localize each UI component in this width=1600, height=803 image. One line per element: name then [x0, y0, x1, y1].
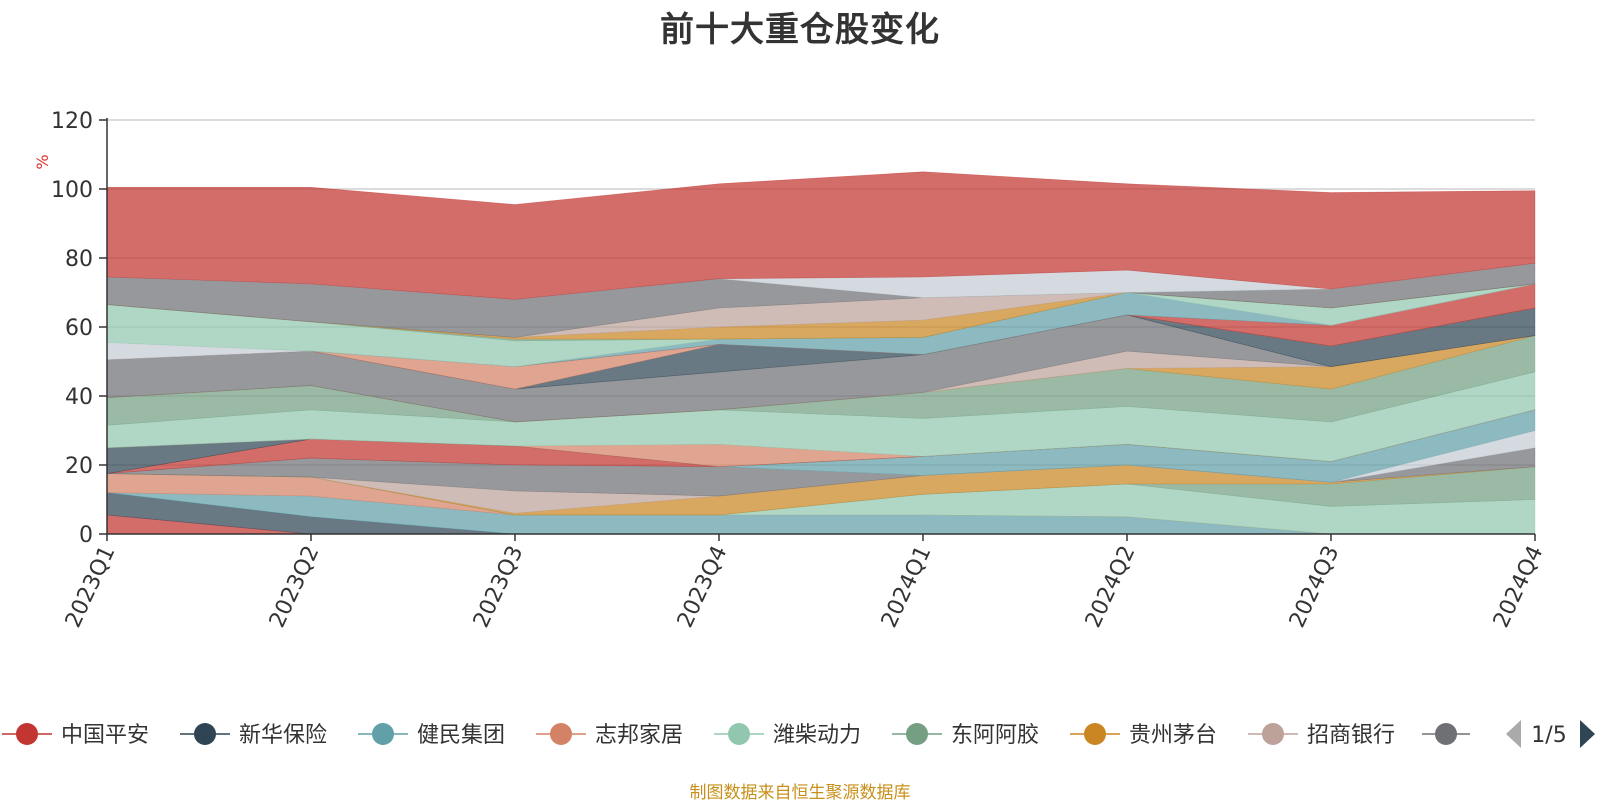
legend-item[interactable]: 新华保险 — [180, 723, 327, 748]
y-tick-label: 0 — [79, 523, 93, 548]
x-tick-label: 2023Q4 — [673, 542, 733, 632]
chart-title: 前十大重仓股变化 — [660, 10, 940, 50]
legend-label: 招商银行 — [1307, 723, 1395, 748]
y-tick-label: 100 — [51, 178, 93, 203]
legend-label: 新华保险 — [239, 723, 327, 748]
legend-item[interactable]: 志邦家居 — [536, 723, 683, 748]
legend-item[interactable]: 东阿阿胶 — [892, 723, 1039, 748]
x-tick-label: 2023Q1 — [61, 542, 121, 632]
x-tick-label: 2024Q1 — [877, 542, 937, 632]
legend-label: 贵州茅台 — [1129, 723, 1217, 748]
legend-marker-icon — [1262, 723, 1284, 745]
legend-item[interactable]: 中国平安 — [2, 723, 149, 748]
legend-page-indicator: 1/5 — [1531, 723, 1566, 748]
legend-label: 健民集团 — [417, 723, 505, 748]
x-tick-label: 2024Q4 — [1489, 542, 1549, 632]
legend-label: 志邦家居 — [595, 723, 683, 748]
y-axis-unit-label: % — [33, 154, 52, 169]
y-tick-label: 80 — [65, 247, 93, 272]
y-tick-label: 60 — [65, 316, 93, 341]
legend: 中国平安 新华保险 健民集团 志邦家居 潍柴动力 东阿阿胶 贵州茅台 招商银行 — [2, 723, 1470, 748]
x-tick-label: 2023Q3 — [469, 542, 529, 632]
y-tick-label: 120 — [51, 109, 93, 134]
legend-marker-icon — [16, 723, 38, 745]
legend-marker-icon — [194, 723, 216, 745]
legend-marker-icon — [372, 723, 394, 745]
legend-marker-icon — [728, 723, 750, 745]
legend-item-truncated[interactable] — [1422, 723, 1470, 745]
area-layer — [106, 171, 1536, 535]
legend-item[interactable]: 潍柴动力 — [714, 723, 861, 748]
legend-label: 中国平安 — [61, 723, 149, 748]
legend-marker-icon — [1435, 723, 1457, 745]
legend-prev-page-icon[interactable] — [1506, 720, 1521, 748]
legend-pager: 1/5 — [1506, 720, 1595, 748]
legend-item[interactable]: 贵州茅台 — [1070, 723, 1217, 748]
legend-marker-icon — [906, 723, 928, 745]
y-tick-label: 40 — [65, 385, 93, 410]
legend-marker-icon — [1084, 723, 1106, 745]
x-tick-label: 2024Q3 — [1285, 542, 1345, 632]
data-source-note: 制图数据来自恒生聚源数据库 — [689, 783, 911, 803]
x-tick-label: 2024Q2 — [1081, 542, 1141, 632]
y-tick-label: 20 — [65, 454, 93, 479]
legend-item[interactable]: 招商银行 — [1248, 723, 1395, 748]
legend-item[interactable]: 健民集团 — [358, 723, 505, 748]
x-tick-label: 2023Q2 — [265, 542, 325, 632]
legend-label: 潍柴动力 — [773, 723, 861, 748]
legend-label: 东阿阿胶 — [951, 723, 1039, 748]
legend-next-page-icon[interactable] — [1580, 720, 1595, 748]
area-series — [106, 171, 1536, 300]
legend-marker-icon — [550, 723, 572, 745]
